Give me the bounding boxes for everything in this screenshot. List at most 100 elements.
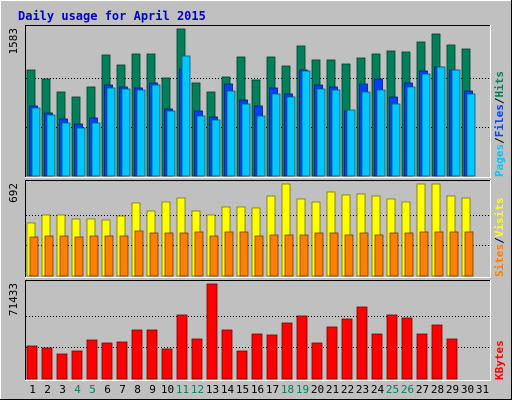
bar-kbytes-day-10 bbox=[161, 348, 173, 380]
x-tick-label: 26 bbox=[401, 383, 414, 396]
bar-pages-day-16 bbox=[256, 115, 266, 177]
bar-pages-day-6 bbox=[106, 87, 116, 177]
bar-sites-day-30 bbox=[464, 231, 474, 277]
x-tick-label: 2 bbox=[44, 383, 51, 396]
x-tick-label: 17 bbox=[266, 383, 279, 396]
bar-sites-day-26 bbox=[404, 232, 414, 277]
x-tick-label: 4 bbox=[74, 383, 81, 396]
bar-pages-day-26 bbox=[406, 86, 416, 177]
bar-kbytes-day-6 bbox=[101, 342, 113, 380]
bar-pages-day-5 bbox=[91, 122, 101, 177]
x-tick-label: 25 bbox=[386, 383, 399, 396]
legend-entry: / bbox=[493, 97, 506, 104]
x-tick-label: 11 bbox=[176, 383, 189, 396]
x-tick-label: 7 bbox=[119, 383, 126, 396]
bar-sites-day-4 bbox=[74, 236, 84, 277]
x-tick-label: 3 bbox=[59, 383, 66, 396]
legend-entry: KBytes bbox=[493, 340, 506, 380]
series-legend: Sites/Visits bbox=[493, 198, 506, 278]
bar-sites-day-1 bbox=[29, 236, 39, 277]
bar-kbytes-day-14 bbox=[221, 329, 233, 380]
x-tick-label: 1 bbox=[29, 383, 36, 396]
legend-entry: Hits bbox=[493, 71, 506, 98]
bar-sites-day-21 bbox=[329, 232, 339, 277]
panel-kbytes: 71433 KBytes bbox=[7, 280, 506, 381]
bar-sites-day-8 bbox=[134, 230, 144, 277]
x-tick-label: 12 bbox=[191, 383, 204, 396]
x-tick-label: 6 bbox=[104, 383, 111, 396]
bar-kbytes-day-7 bbox=[116, 341, 128, 380]
bar-kbytes-day-25 bbox=[386, 314, 398, 380]
bar-kbytes-day-20 bbox=[311, 342, 323, 380]
bar-pages-day-2 bbox=[46, 114, 56, 177]
bar-sites-day-19 bbox=[299, 234, 309, 277]
bar-sites-day-27 bbox=[419, 231, 429, 277]
x-tick-label: 19 bbox=[296, 383, 309, 396]
x-tick-label: 24 bbox=[371, 383, 385, 396]
bar-kbytes-day-8 bbox=[131, 329, 143, 380]
bar-kbytes-day-18 bbox=[281, 322, 293, 380]
bar-kbytes-day-24 bbox=[371, 333, 383, 380]
bar-kbytes-day-23 bbox=[356, 306, 368, 380]
bar-sites-day-15 bbox=[239, 231, 249, 277]
x-tick-label: 30 bbox=[461, 383, 474, 396]
legend-entry: / bbox=[493, 237, 506, 244]
bar-sites-day-25 bbox=[389, 232, 399, 277]
bar-sites-day-10 bbox=[164, 232, 174, 277]
bar-pages-day-25 bbox=[391, 103, 401, 177]
bar-pages-day-17 bbox=[271, 93, 281, 177]
bar-pages-day-22 bbox=[346, 109, 356, 177]
bar-pages-day-8 bbox=[136, 89, 146, 177]
bar-pages-day-20 bbox=[316, 88, 326, 177]
bar-sites-day-13 bbox=[209, 235, 219, 277]
legend-entry: / bbox=[493, 137, 506, 144]
legend-entry: Files bbox=[493, 104, 506, 137]
x-tick-label: 23 bbox=[356, 383, 369, 396]
bar-pages-day-7 bbox=[121, 88, 131, 177]
bar-pages-day-1 bbox=[31, 107, 41, 177]
bar-kbytes-day-15 bbox=[236, 350, 248, 380]
bar-sites-day-29 bbox=[449, 231, 459, 277]
bar-kbytes-day-22 bbox=[341, 318, 353, 380]
bar-kbytes-day-3 bbox=[56, 353, 68, 380]
y-max-label: 1583 bbox=[7, 28, 20, 55]
legend-entry: Visits bbox=[493, 198, 506, 238]
bar-sites-day-14 bbox=[224, 231, 234, 277]
x-tick-label: 15 bbox=[236, 383, 249, 396]
bar-kbytes-day-1 bbox=[26, 345, 38, 380]
bar-pages-day-14 bbox=[226, 90, 236, 177]
bar-kbytes-day-28 bbox=[431, 324, 443, 380]
bar-sites-day-23 bbox=[359, 232, 369, 277]
x-axis: 1 2 3 4 5 6 7 8 9 10 11 12 13 14 15 16 17 18 19 20 21 22 23 24 2… bbox=[29, 383, 489, 396]
chart-title: Daily usage for April 2015 bbox=[18, 9, 206, 23]
bar-pages-day-3 bbox=[61, 122, 71, 177]
x-tick-label: 20 bbox=[311, 383, 324, 396]
bar-pages-day-24 bbox=[376, 89, 386, 177]
bar-pages-day-18 bbox=[286, 96, 296, 177]
x-tick-label: 16 bbox=[251, 383, 264, 396]
x-tick-label: 18 bbox=[281, 383, 294, 396]
bar-pages-day-15 bbox=[241, 103, 251, 177]
bar-pages-day-29 bbox=[451, 69, 461, 177]
bar-sites-day-7 bbox=[119, 235, 129, 277]
bar-pages-day-27 bbox=[421, 73, 431, 177]
y-max-label: 692 bbox=[7, 183, 20, 203]
bar-kbytes-day-19 bbox=[296, 315, 308, 380]
bar-pages-day-9 bbox=[151, 84, 161, 177]
bar-sites-day-11 bbox=[179, 232, 189, 277]
bar-sites-day-20 bbox=[314, 232, 324, 277]
x-tick-label: 28 bbox=[431, 383, 444, 396]
bar-kbytes-day-21 bbox=[326, 326, 338, 380]
bar-kbytes-day-11 bbox=[176, 314, 188, 380]
bar-pages-day-21 bbox=[331, 89, 341, 177]
series-legend: KBytes bbox=[493, 340, 506, 380]
x-tick-label: 8 bbox=[134, 383, 141, 396]
bar-kbytes-day-4 bbox=[71, 350, 83, 380]
bar-sites-day-5 bbox=[89, 235, 99, 277]
bar-kbytes-day-5 bbox=[86, 339, 98, 380]
bar-pages-day-11 bbox=[181, 55, 191, 177]
bar-kbytes-day-26 bbox=[401, 317, 413, 380]
